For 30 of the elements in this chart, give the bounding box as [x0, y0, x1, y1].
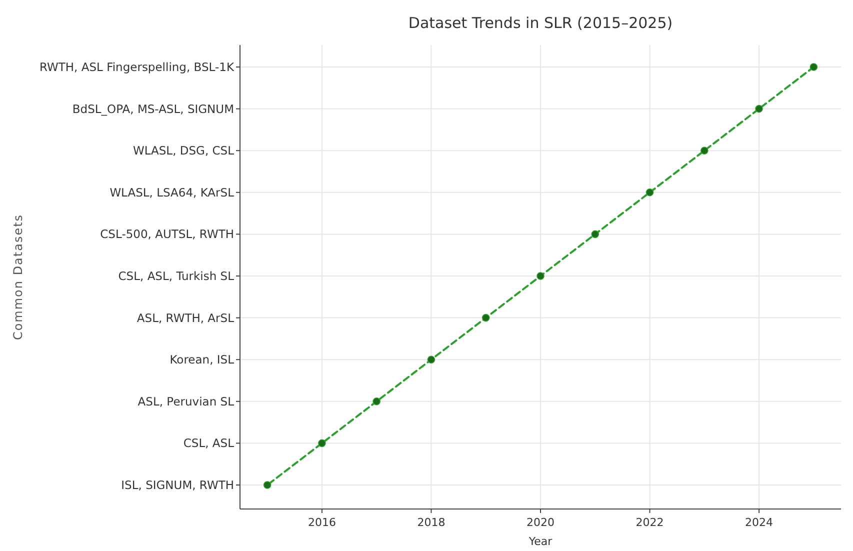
x-tick-label: 2022	[636, 516, 664, 529]
point	[700, 146, 708, 154]
y-tick-label: CSL, ASL	[183, 436, 235, 450]
y-tick-label: CSL-500, AUTSL, RWTH	[100, 227, 234, 242]
point	[372, 398, 380, 406]
y-tick-label: CSL, ASL, Turkish SL	[118, 269, 235, 283]
point	[427, 356, 436, 364]
x-tick-label: 2016	[308, 516, 336, 529]
y-tick-label: Korean, ISL	[170, 352, 235, 367]
x-axis-title: Year	[528, 535, 553, 548]
point	[646, 188, 654, 196]
y-tick-label: RWTH, ASL Fingerspelling, BSL-1K	[39, 60, 234, 74]
point	[482, 314, 490, 322]
y-axis-title: Common Datasets	[11, 214, 25, 340]
point	[810, 63, 818, 71]
y-tick-label: WLASL, LSA64, KArSL	[110, 185, 235, 200]
chart-title: Dataset Trends in SLR (2015–2025)	[408, 14, 673, 32]
x-tick-label: 2024	[745, 516, 774, 529]
y-tick-label: ISL, SIGNUM, RWTH	[121, 478, 234, 492]
point	[591, 230, 600, 238]
y-tick-label: WLASL, DSG, CSL	[132, 144, 235, 158]
x-tick-label: 2018	[417, 516, 446, 529]
x-tick-label: 2020	[526, 516, 554, 529]
point	[755, 104, 763, 113]
y-tick-label: ASL, RWTH, ArSL	[136, 310, 235, 325]
point	[318, 439, 326, 448]
y-tick-label: BdSL_OPA, MS-ASL, SIGNUM	[72, 102, 234, 116]
point	[263, 481, 272, 489]
y-tick-label: ASL, Peruvian SL	[138, 394, 235, 408]
point	[536, 272, 544, 280]
